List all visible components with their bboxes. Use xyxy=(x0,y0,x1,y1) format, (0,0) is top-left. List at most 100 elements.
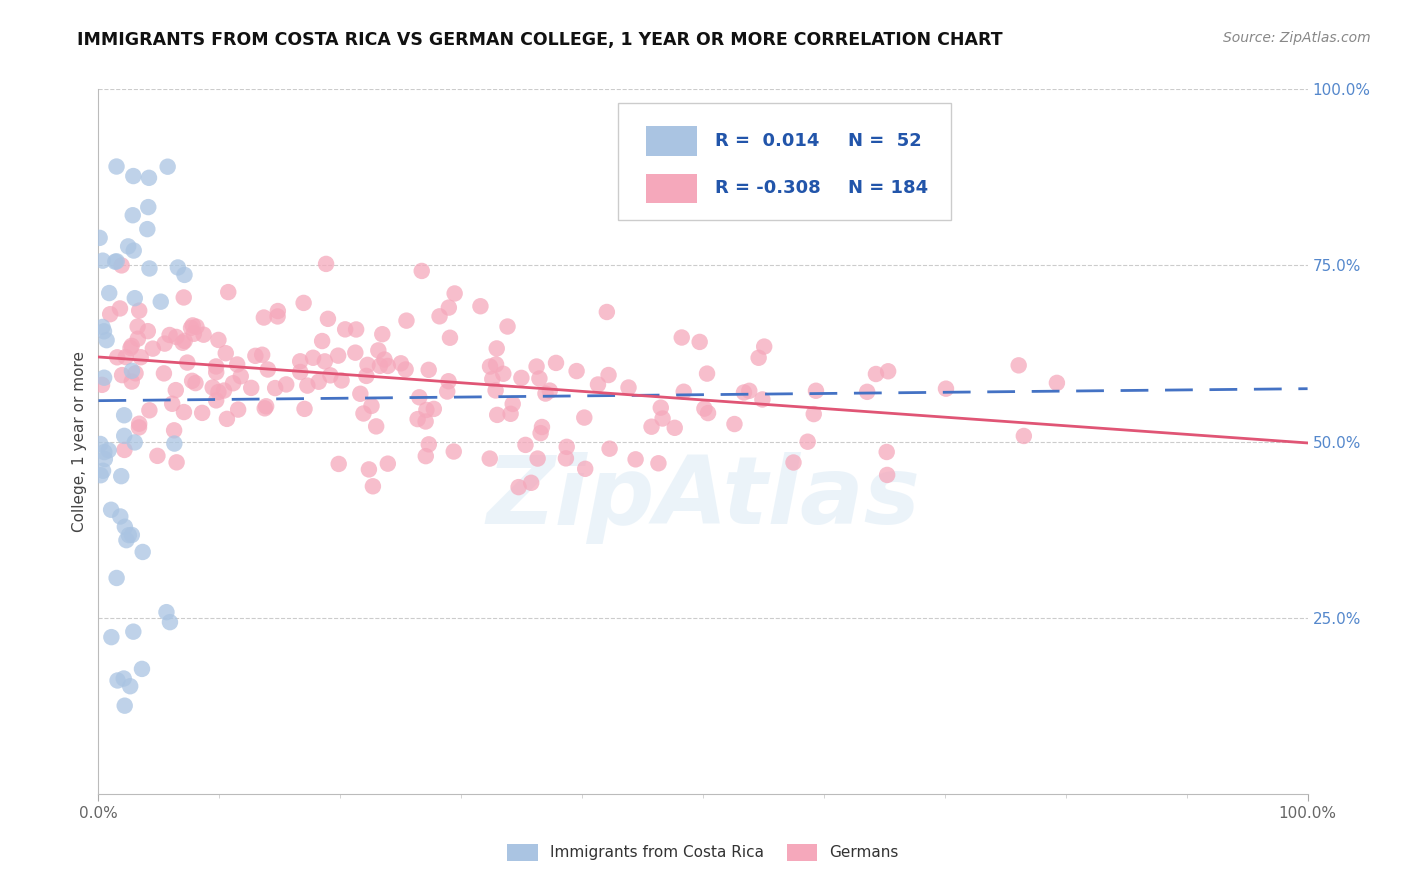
Point xyxy=(205,393,228,408)
Point xyxy=(167,260,190,275)
Point xyxy=(173,405,195,419)
Point xyxy=(697,406,720,420)
Point xyxy=(110,259,132,273)
Point xyxy=(499,407,522,421)
Point xyxy=(484,384,506,398)
Point xyxy=(510,371,533,385)
Point xyxy=(156,160,179,174)
Point xyxy=(155,605,177,619)
Point xyxy=(647,456,669,470)
Point xyxy=(229,369,252,384)
Point xyxy=(114,520,136,534)
Point xyxy=(120,341,142,355)
Point xyxy=(650,401,672,415)
Point xyxy=(1012,429,1035,443)
Point xyxy=(290,354,312,368)
Point xyxy=(276,377,298,392)
Point xyxy=(508,480,530,494)
Point xyxy=(486,408,509,422)
Point xyxy=(166,455,188,469)
Point xyxy=(544,356,567,370)
Point xyxy=(349,386,371,401)
Point xyxy=(308,375,330,389)
Point xyxy=(121,208,143,222)
Point xyxy=(1008,359,1031,373)
Point xyxy=(302,351,325,365)
Point xyxy=(91,320,114,334)
Point xyxy=(111,368,134,383)
Point xyxy=(738,384,761,398)
Point xyxy=(485,342,508,356)
Point xyxy=(437,301,460,315)
Point xyxy=(356,358,378,372)
Point xyxy=(183,326,205,341)
Point xyxy=(366,419,388,434)
Point xyxy=(754,340,776,354)
Point xyxy=(105,351,128,365)
Text: IMMIGRANTS FROM COSTA RICA VS GERMAN COLLEGE, 1 YEAR OR MORE CORRELATION CHART: IMMIGRANTS FROM COSTA RICA VS GERMAN COL… xyxy=(77,31,1002,49)
Point xyxy=(733,385,755,400)
Legend: Immigrants from Costa Rica, Germans: Immigrants from Costa Rica, Germans xyxy=(501,838,905,867)
Point xyxy=(160,397,183,411)
Point xyxy=(100,630,122,644)
Point xyxy=(105,160,128,174)
Point xyxy=(121,528,143,542)
Point xyxy=(91,253,114,268)
FancyBboxPatch shape xyxy=(647,126,697,156)
Point xyxy=(173,268,195,282)
Point xyxy=(172,335,194,350)
Point xyxy=(96,333,118,347)
Point xyxy=(314,354,336,368)
Point xyxy=(876,445,898,459)
Text: ZipAtlas: ZipAtlas xyxy=(486,452,920,544)
Point xyxy=(436,384,458,399)
Point xyxy=(804,384,827,398)
Point xyxy=(253,310,276,325)
Point xyxy=(184,376,207,390)
Point xyxy=(100,503,122,517)
Point xyxy=(121,375,143,389)
Point xyxy=(554,451,576,466)
Point xyxy=(782,455,804,469)
Point xyxy=(437,374,460,388)
Point xyxy=(723,417,745,431)
Point xyxy=(856,384,879,399)
Point xyxy=(127,319,149,334)
Point xyxy=(136,324,159,338)
Point xyxy=(371,327,394,342)
Point xyxy=(89,437,111,451)
Point xyxy=(153,367,176,381)
Point xyxy=(124,435,146,450)
Point xyxy=(215,412,238,426)
Text: N = 184: N = 184 xyxy=(848,179,928,197)
Point xyxy=(107,673,129,688)
Point xyxy=(120,679,142,693)
Point xyxy=(534,386,557,401)
FancyBboxPatch shape xyxy=(619,103,950,219)
Point xyxy=(502,397,524,411)
Point xyxy=(266,310,288,324)
Point xyxy=(290,365,312,379)
Point xyxy=(415,449,437,463)
Point xyxy=(90,468,112,483)
Point xyxy=(394,362,416,376)
Point xyxy=(599,442,621,456)
Point xyxy=(93,324,115,338)
Point xyxy=(191,406,214,420)
Point xyxy=(173,290,195,304)
Point xyxy=(596,305,619,319)
Point xyxy=(415,403,437,417)
Point xyxy=(526,359,548,374)
Point xyxy=(429,310,451,324)
Point xyxy=(186,319,208,334)
Point xyxy=(406,412,429,426)
Point xyxy=(316,311,339,326)
Point xyxy=(122,244,145,258)
Point xyxy=(131,662,153,676)
Point xyxy=(163,436,186,450)
Point xyxy=(617,380,640,394)
Point xyxy=(415,415,437,429)
Point xyxy=(205,365,228,379)
Point xyxy=(1046,376,1069,390)
Point xyxy=(250,348,273,362)
